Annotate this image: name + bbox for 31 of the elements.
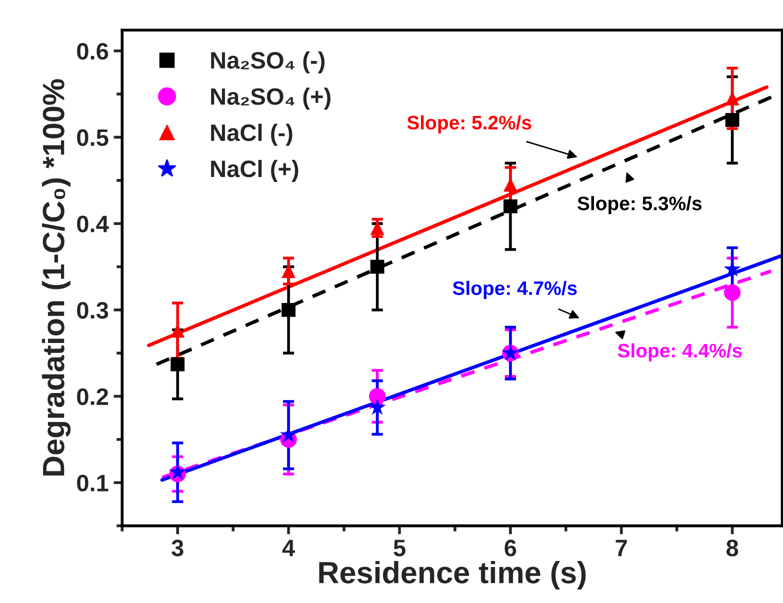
- point: [368, 398, 386, 415]
- legend-label: Na₂SO₄ (-): [211, 51, 325, 74]
- legend-label: Na₂SO₄ (+): [211, 88, 330, 110]
- point: [170, 357, 185, 372]
- point: [725, 113, 740, 127]
- annotation: Slope: 5.3%/s: [578, 196, 702, 214]
- legend-label: NaCl (-): [211, 124, 292, 146]
- point: [282, 302, 296, 317]
- y-tick-label: 0.6: [77, 42, 108, 60]
- x-tick-label: 7: [616, 540, 627, 556]
- y-tick-label: 0.5: [77, 129, 108, 146]
- point: [282, 264, 296, 278]
- legend-label: NaCl (+): [211, 160, 298, 182]
- x-tick-label: 6: [504, 540, 516, 556]
- x-axis-title: Residence time (s): [319, 561, 586, 590]
- point: [503, 199, 518, 214]
- y-axis-title: Degradation (1-C/C₀) *100%: [42, 79, 71, 476]
- point: [724, 284, 741, 301]
- annotation: Slope: 4.7%/s: [452, 280, 577, 299]
- point: [368, 388, 386, 405]
- annotation: Slope: 4.4%/s: [618, 343, 742, 362]
- x-tick-label: 5: [394, 540, 406, 556]
- y-tick-label: 0.1: [77, 474, 108, 492]
- point: [370, 260, 384, 274]
- x-tick-label: 8: [726, 540, 738, 556]
- y-tick-label: 0.3: [77, 302, 108, 319]
- x-tick-label: 4: [282, 540, 295, 556]
- y-tick-label: 0.2: [77, 388, 108, 406]
- y-tick-label: 0.4: [77, 216, 109, 232]
- annotation: Slope: 5.2%/s: [407, 115, 532, 134]
- x-tick-label: 3: [172, 540, 184, 556]
